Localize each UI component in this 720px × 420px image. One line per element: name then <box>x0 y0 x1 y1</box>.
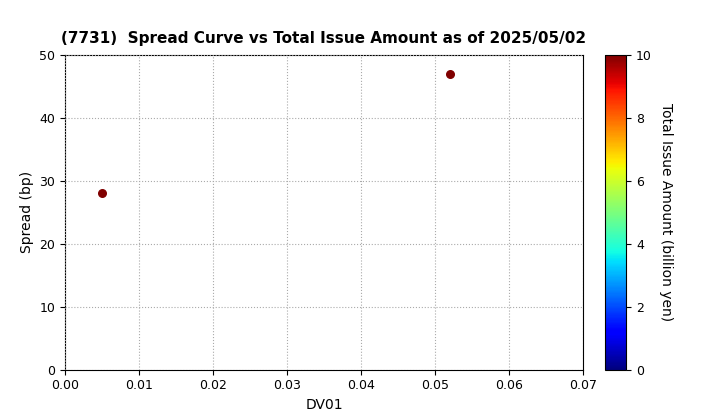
Title: (7731)  Spread Curve vs Total Issue Amount as of 2025/05/02: (7731) Spread Curve vs Total Issue Amoun… <box>61 32 587 47</box>
Y-axis label: Spread (bp): Spread (bp) <box>19 171 34 253</box>
Y-axis label: Total Issue Amount (billion yen): Total Issue Amount (billion yen) <box>659 103 672 321</box>
Point <box>444 70 456 77</box>
Point <box>96 190 107 197</box>
X-axis label: DV01: DV01 <box>305 398 343 412</box>
